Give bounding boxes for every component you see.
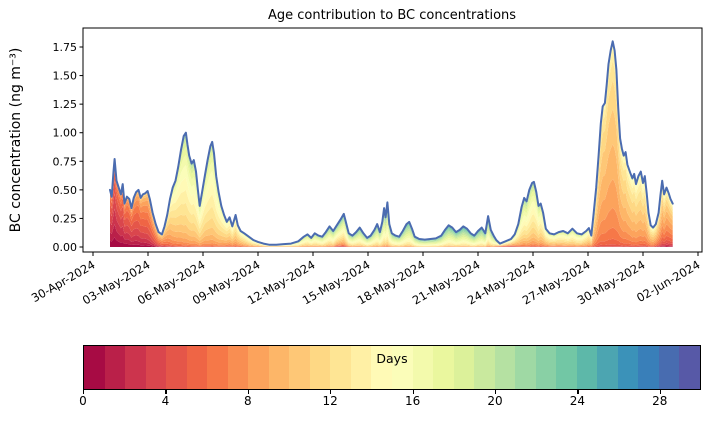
colorbar [83,345,701,390]
colorbar-segment [617,346,639,389]
colorbar-segment [104,346,126,389]
y-tick-label: 1.25 [53,98,78,111]
y-tick-label: 1.00 [53,127,78,140]
colorbar-segment [391,346,413,389]
colorbar-segment [474,346,495,389]
colorbar-tick-label: 4 [161,394,170,408]
plot-title: Age contribution to BC concentrations [267,8,517,23]
colorbar-tick-label: 0 [79,394,87,408]
y-tick-label: 0.75 [53,155,78,168]
y-tick-label: 0.00 [53,241,78,254]
age-band-area [110,60,673,247]
colorbar-segment [658,346,680,389]
colorbar-segment [268,346,290,389]
colorbar-segment [597,346,618,389]
age-band-area [110,164,673,247]
colorbar-tick-label: 12 [322,394,338,408]
y-tick-label: 1.50 [53,70,78,83]
colorbar-segment [433,346,454,389]
colorbar-tick-mark [83,390,85,394]
colorbar-tick-label: 8 [243,394,252,408]
colorbar-segment [166,346,187,389]
colorbar-tick-mark [495,390,497,394]
colorbar-tick-mark [659,390,661,394]
total-line [109,40,674,246]
colorbar-segment [186,346,208,389]
age-band-area [110,41,673,246]
colorbar-segment [535,346,557,389]
colorbar-tick-mark [330,390,332,394]
colorbar-segment [638,346,659,389]
colorbar-segment [330,346,351,389]
colorbar-tick-mark [577,390,579,394]
age-band-area [110,159,673,247]
colorbar-segment [453,346,475,389]
colorbar-tick-mark [247,390,249,394]
colorbar-segment [371,346,392,389]
axes-frame [82,27,703,253]
colorbar-segment [289,346,310,389]
colorbar-tick-label: 16 [404,394,421,408]
colorbar-segment [576,346,598,389]
colorbar-segment [84,346,105,389]
y-tick-label: 1.75 [53,41,78,54]
colorbar-segment [350,346,372,389]
colorbar-segment [412,346,434,389]
colorbar-tick-mark [412,390,414,394]
colorbar-segment [248,346,269,389]
colorbar-tick-label: 20 [487,394,503,408]
colorbar-segment [227,346,249,389]
colorbar-tick-label: 24 [569,394,586,408]
colorbar-tick-mark [165,390,167,394]
colorbar-tick-label: 28 [652,394,668,408]
colorbar-segment [207,346,228,389]
colorbar-segment [515,346,536,389]
colorbar-segment [556,346,577,389]
colorbar-segment [125,346,146,389]
colorbar-segment [145,346,167,389]
y-tick-label: 0.50 [53,184,78,197]
colorbar-label: Days [376,351,408,366]
colorbar-segment [494,346,516,389]
colorbar-segment [679,346,700,389]
y-tick-label: 0.25 [53,212,78,225]
colorbar-segment [309,346,331,389]
